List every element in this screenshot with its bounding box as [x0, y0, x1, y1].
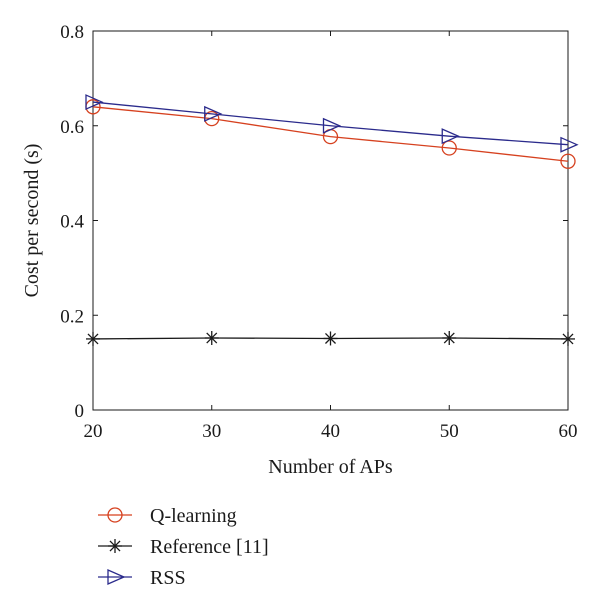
y-tick-label: 0	[75, 401, 85, 422]
series-rss	[85, 94, 579, 153]
x-tick-label: 30	[202, 421, 221, 442]
x-tick-label: 60	[559, 421, 578, 442]
data-point-reference-11	[561, 331, 575, 346]
legend-label: Reference [11]	[150, 536, 269, 558]
legend-marker	[108, 539, 122, 553]
data-point-q-learning	[560, 153, 576, 169]
data-point-rss	[204, 105, 223, 122]
data-point-reference-11	[323, 331, 338, 346]
x-tick-label: 50	[440, 421, 459, 442]
series-reference-11	[86, 330, 575, 346]
x-tick-label: 20	[84, 421, 103, 442]
series-line-rss	[92, 101, 569, 146]
data-point-rss	[441, 128, 460, 145]
x-axis-label: Number of APs	[268, 456, 393, 478]
y-axis-label: Cost per second (s)	[21, 144, 43, 298]
data-point-reference-11	[204, 330, 219, 345]
series-line-q-learning	[92, 106, 569, 162]
legend-marker	[107, 507, 123, 523]
axis-ticks: 20 30 40 50 60 0 0.2 0.4 0.6 0.8	[60, 22, 577, 442]
data-point-rss	[85, 94, 104, 111]
data-point-q-learning	[441, 140, 457, 156]
plot-area	[92, 30, 569, 411]
legend-marker	[107, 569, 126, 585]
data-point-reference-11	[442, 330, 457, 345]
y-tick-label: 0.6	[60, 117, 84, 138]
data-point-rss	[560, 136, 579, 153]
data-point-rss	[322, 117, 342, 134]
legend-item-q-learning: Q-learning	[98, 505, 237, 527]
data-point-reference-11	[86, 331, 100, 346]
legend: Q-learning Reference [11] RSS	[98, 505, 269, 589]
legend-item-reference-11: Reference [11]	[98, 536, 269, 558]
y-tick-label: 0.8	[60, 22, 84, 43]
legend-item-rss: RSS	[98, 567, 186, 589]
legend-label: Q-learning	[150, 505, 237, 527]
series-layer	[85, 94, 579, 346]
legend-label: RSS	[150, 567, 186, 589]
x-tick-label: 40	[321, 421, 340, 442]
y-tick-label: 0.2	[60, 306, 84, 327]
y-tick-label: 0.4	[60, 212, 84, 233]
